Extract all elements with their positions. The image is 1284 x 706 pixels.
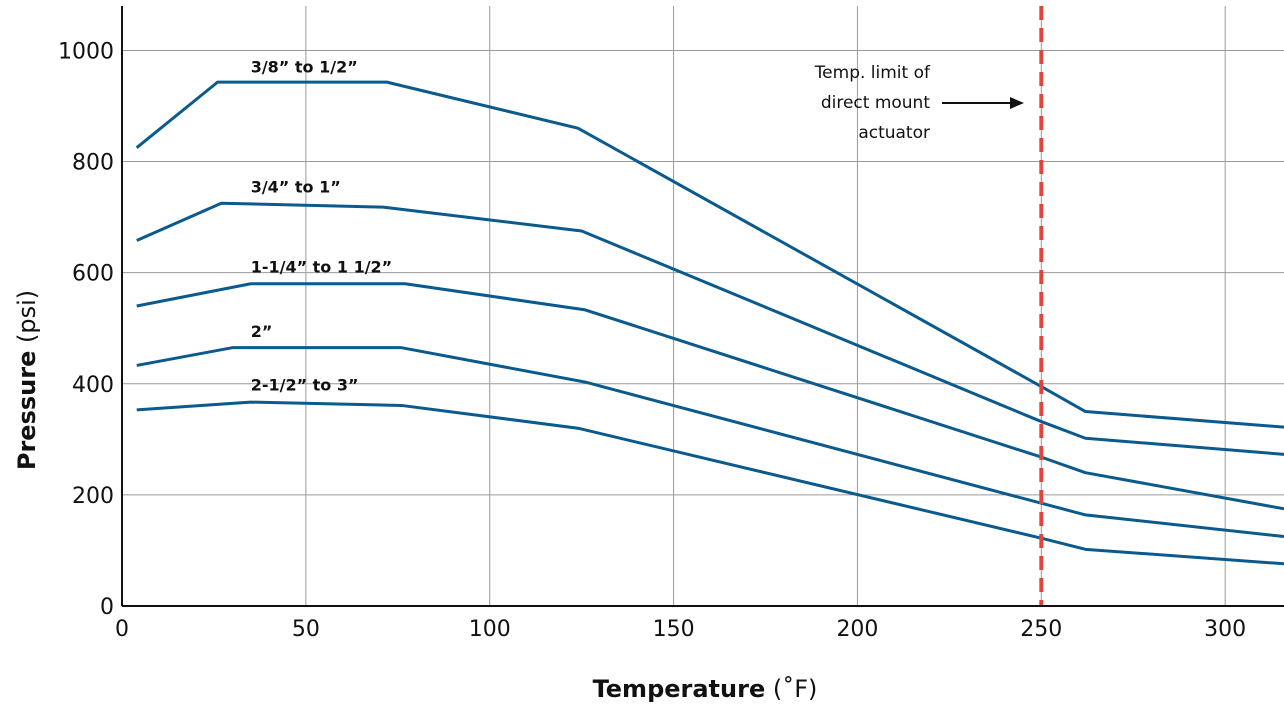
y-tick-0: 0 <box>100 595 114 620</box>
y-tick-200: 200 <box>72 484 114 509</box>
annotation-line-2: direct mount <box>821 93 931 113</box>
series-line-3 <box>136 282 1284 511</box>
series-label-5: 2-1/2” to 3” <box>251 375 359 394</box>
series-lines <box>135 80 1284 566</box>
y-axis-title-unit: (psi) <box>13 290 41 343</box>
series-line-1 <box>135 80 1284 429</box>
x-tick-300: 300 <box>1204 617 1246 642</box>
x-tick-0: 0 <box>115 617 129 642</box>
series-label-3: 1-1/4” to 1 1/2” <box>251 258 393 277</box>
x-tick-100: 100 <box>469 617 511 642</box>
grid <box>122 6 1284 606</box>
y-tick-labels: 0 200 400 600 800 1000 <box>58 39 114 620</box>
annotation: Temp. limit of direct mount actuator <box>814 63 1024 143</box>
x-tick-50: 50 <box>292 617 320 642</box>
x-tick-200: 200 <box>836 617 878 642</box>
y-axis-title-main: Pressure <box>13 351 41 470</box>
series-labels: 3/8” to 1/2” 3/4” to 1” 1-1/4” to 1 1/2” 2”… <box>251 58 393 395</box>
x-axis-title-main: Temperature <box>593 675 766 703</box>
x-tick-labels: 0 50 100 150 200 250 300 <box>115 617 1246 642</box>
y-tick-600: 600 <box>72 262 114 287</box>
annotation-arrow-head <box>1010 97 1024 109</box>
x-tick-150: 150 <box>653 617 695 642</box>
y-axis-title: Pressure (psi) <box>13 290 41 470</box>
y-tick-400: 400 <box>72 373 114 398</box>
series-line-5 <box>136 400 1284 566</box>
series-label-2: 3/4” to 1” <box>251 178 341 197</box>
series-label-4: 2” <box>251 322 273 341</box>
series-label-1: 3/8” to 1/2” <box>251 58 358 77</box>
annotation-line-1: Temp. limit of <box>814 63 931 83</box>
x-tick-250: 250 <box>1020 617 1062 642</box>
x-axis-title-unit: (˚F) <box>773 675 818 703</box>
x-axis-title: Temperature (˚F) <box>593 675 818 703</box>
y-tick-1000: 1000 <box>58 39 114 64</box>
series-line-4 <box>136 346 1284 539</box>
annotation-line-3: actuator <box>858 123 930 143</box>
y-tick-800: 800 <box>72 151 114 176</box>
series-line-2 <box>136 201 1284 456</box>
